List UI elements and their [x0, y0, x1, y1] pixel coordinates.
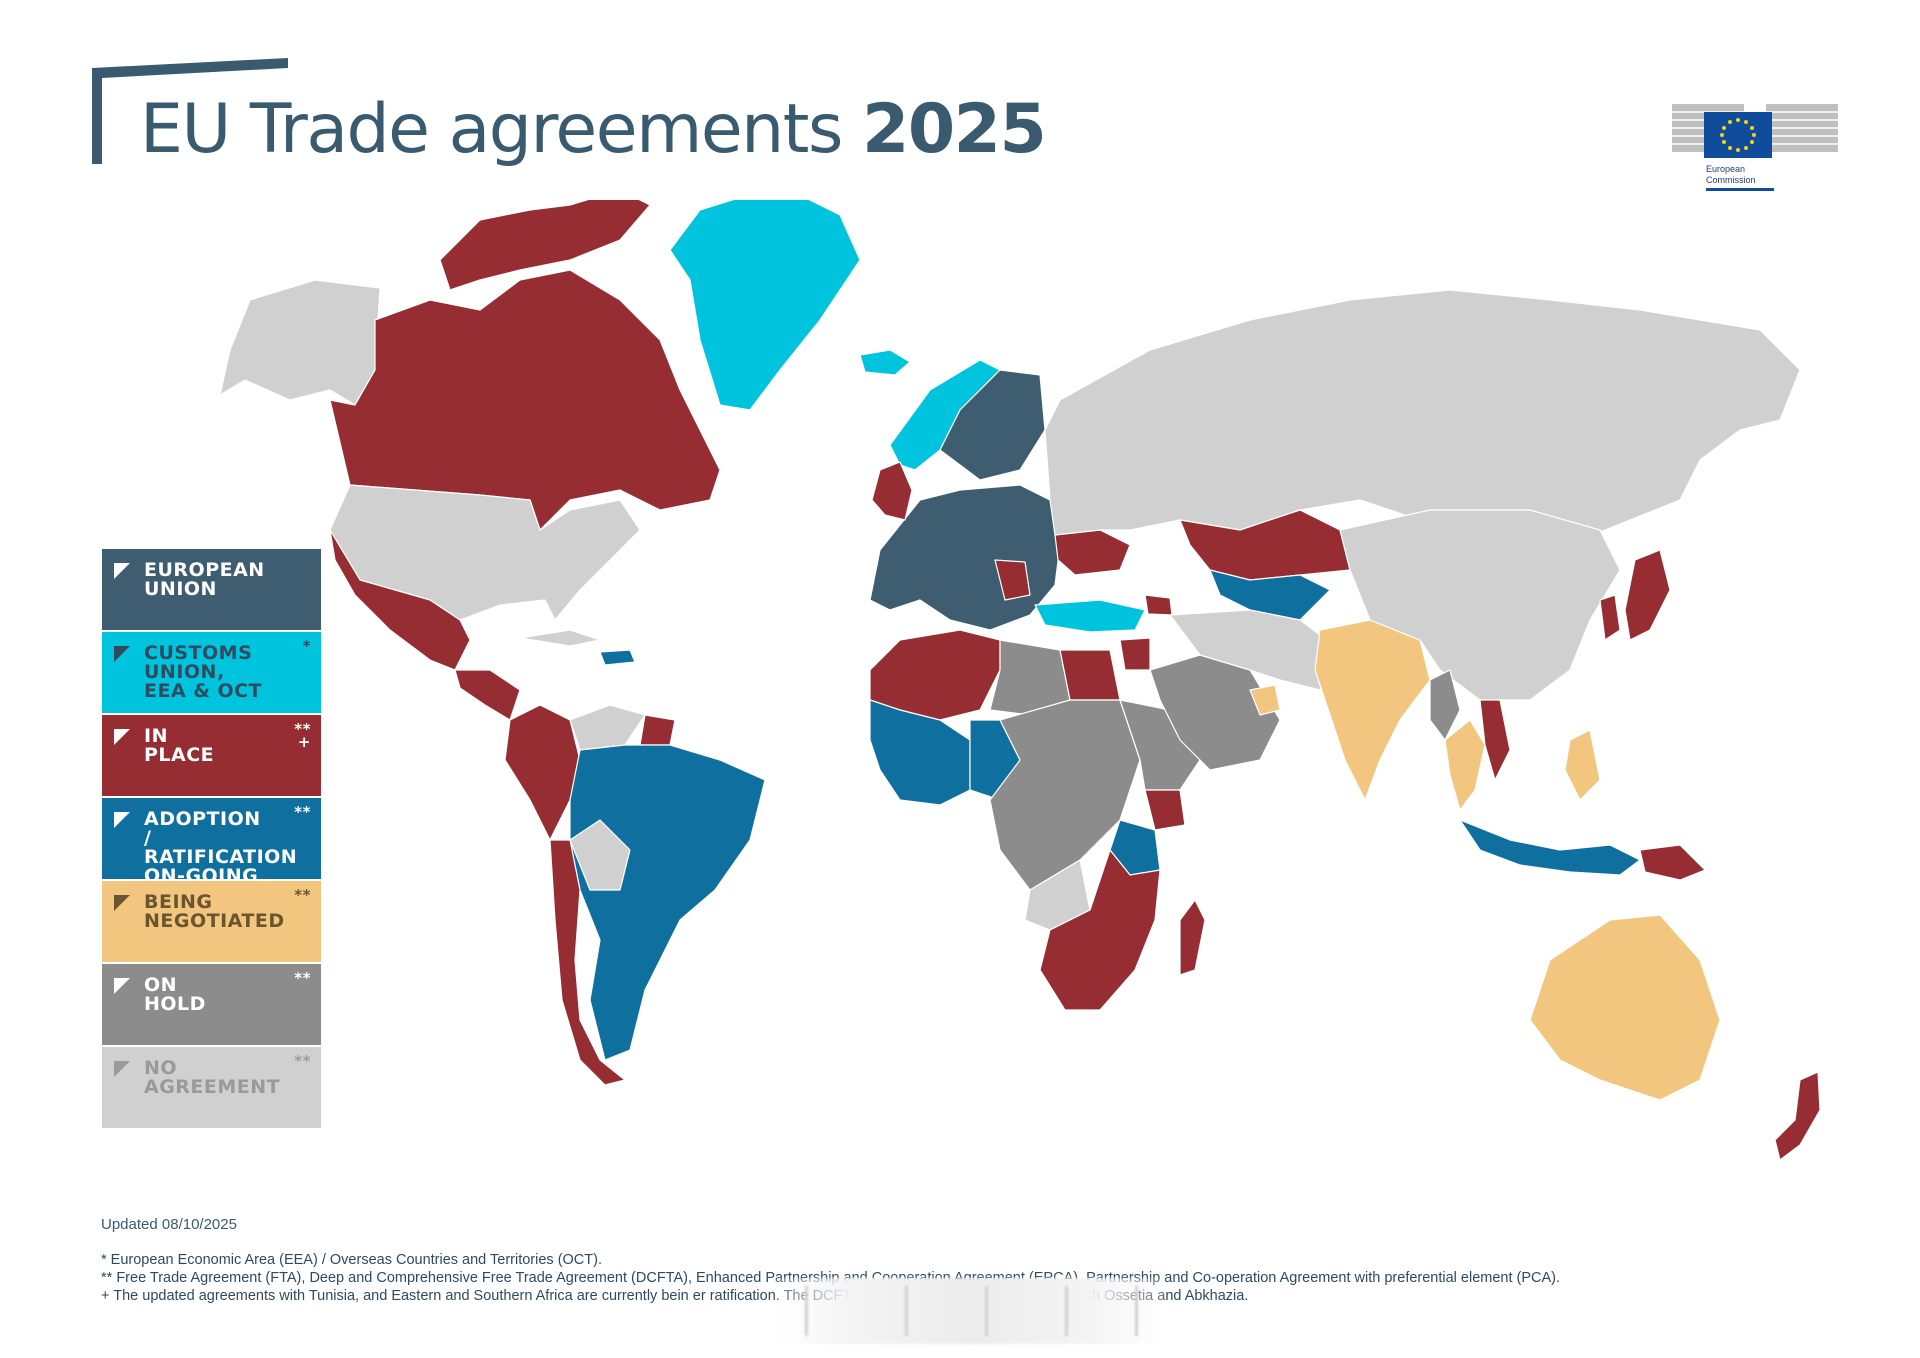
svg-text:European: European	[1706, 164, 1745, 174]
region-new-zealand	[1774, 1071, 1821, 1161]
region-vietnam	[1479, 699, 1511, 781]
region-uk-ireland	[871, 461, 913, 521]
region-myanmar	[1429, 669, 1461, 741]
region-kenya	[1144, 789, 1186, 831]
region-western-balkans	[994, 559, 1031, 601]
region-indonesia	[1459, 819, 1641, 876]
region-canada	[329, 269, 721, 531]
legend-item-customs-union: CUSTOMS UNION, EEA & OCT *	[102, 632, 321, 715]
updated-date: Updated 08/10/2025	[101, 1216, 237, 1233]
legend-label: EUROPEAN UNION	[144, 559, 265, 600]
legend-corner-triangle-icon	[114, 563, 130, 579]
legend-footnote-marks: **	[294, 969, 311, 987]
legend-corner-triangle-icon	[114, 729, 130, 745]
footnote-eea-oct: * European Economic Area (EEA) / Oversea…	[101, 1252, 602, 1268]
legend-corner-triangle-icon	[114, 812, 130, 828]
legend-label: ADOPTION / RATIFICATION ON-GOING	[144, 808, 298, 887]
region-canadian-arctic	[439, 200, 651, 291]
region-chile	[549, 839, 626, 1086]
region-central-asia	[1209, 569, 1331, 621]
legend-label: IN PLACE	[144, 725, 215, 766]
title-bracket-decoration	[92, 58, 288, 164]
region-guianas	[639, 714, 676, 746]
legend-label: BEING NEGOTIATED	[144, 891, 285, 932]
legend-item-in-place: IN PLACE ** +	[102, 715, 321, 798]
legend-corner-triangle-icon	[114, 1061, 130, 1077]
region-papua	[1639, 844, 1706, 881]
legend-label: NO AGREEMENT	[144, 1057, 281, 1098]
legend-label: CUSTOMS UNION, EEA & OCT	[144, 642, 263, 702]
legend-footnote-marks: **	[294, 803, 311, 821]
region-philippines	[1564, 729, 1601, 801]
region-bolivia	[569, 819, 631, 891]
legend-footnote-marks: ** +	[294, 720, 311, 751]
region-turkey	[1034, 599, 1146, 633]
region-egypt	[1059, 649, 1121, 701]
legend-corner-triangle-icon	[114, 646, 130, 662]
region-uae	[1249, 684, 1281, 716]
region-greenland	[669, 200, 861, 411]
region-venezuela	[569, 704, 646, 751]
legend-item-no-agreement: NO AGREEMENT **	[102, 1047, 321, 1130]
legend-footnote-marks: **	[294, 1052, 311, 1070]
region-iceland	[859, 349, 911, 376]
region-iran-afghanistan	[1169, 609, 1341, 691]
legend-corner-triangle-icon	[114, 978, 130, 994]
svg-text:Commission: Commission	[1706, 175, 1756, 185]
world-map	[100, 200, 1890, 1205]
region-china-mongolia	[1339, 509, 1621, 701]
european-commission-logo: European Commission	[1672, 104, 1838, 191]
legend-footnote-marks: **	[294, 886, 311, 904]
region-thailand-malaysia	[1444, 719, 1486, 811]
legend-item-adoption-ratification: ADOPTION / RATIFICATION ON-GOING **	[102, 798, 321, 886]
region-scandinavia-eu	[939, 369, 1046, 481]
region-australia	[1529, 914, 1721, 1101]
region-southern-africa	[1039, 849, 1161, 1011]
region-russia	[1044, 289, 1801, 541]
region-korea	[1599, 594, 1621, 641]
legend-label: ON HOLD	[144, 974, 206, 1015]
legend-item-being-negotiated: BEING NEGOTIATED **	[102, 881, 321, 964]
image-redaction-overlay	[775, 1278, 1165, 1344]
legend-corner-triangle-icon	[114, 895, 130, 911]
region-levant	[1119, 637, 1151, 671]
region-west-africa	[869, 699, 971, 806]
region-alaska	[219, 279, 381, 406]
region-cuba	[519, 629, 601, 647]
title-year: 2025	[862, 90, 1047, 169]
title-main: EU Trade agreements	[140, 90, 843, 169]
legend-item-on-hold: ON HOLD **	[102, 964, 321, 1047]
region-madagascar	[1179, 899, 1206, 976]
legend-item-european-union: EUROPEAN UNION	[102, 549, 321, 632]
region-kazakhstan	[1179, 509, 1351, 581]
region-hispaniola	[599, 649, 636, 666]
map-legend: EUROPEAN UNION CUSTOMS UNION, EEA & OCT …	[102, 549, 321, 1130]
region-japan	[1624, 549, 1671, 641]
region-caucasus	[1144, 594, 1173, 616]
legend-footnote-marks: *	[302, 637, 311, 655]
page-title: EU Trade agreements 2025	[140, 90, 1047, 169]
